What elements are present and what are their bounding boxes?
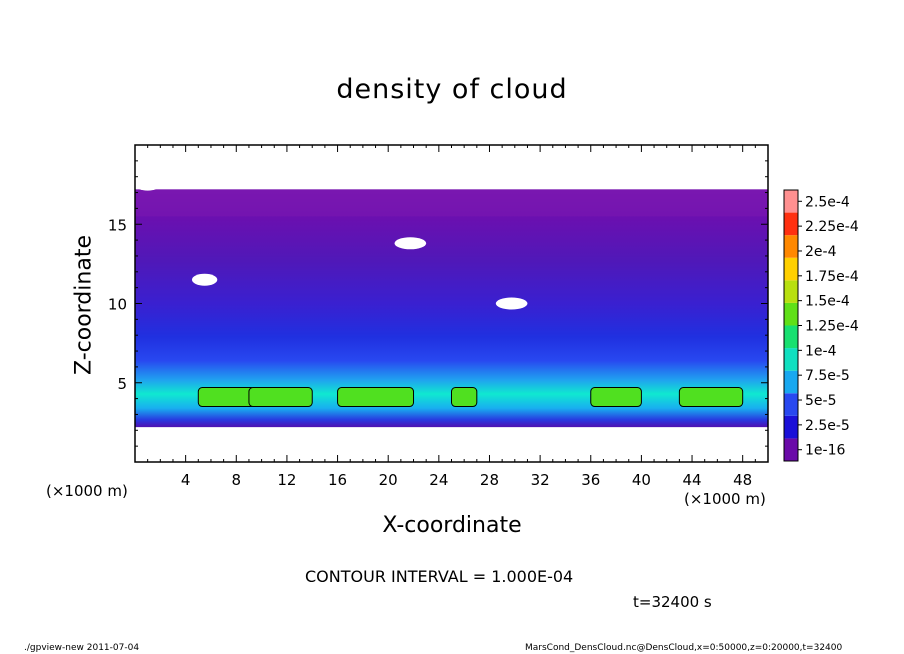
footer-right-text: MarsCond_DensCloud.nc@DensCloud,x=0:5000… bbox=[525, 643, 843, 653]
x-tick-label: 40 bbox=[632, 471, 651, 489]
colorbar-label: 2.25e-4 bbox=[805, 219, 859, 235]
high-density-patch bbox=[337, 387, 414, 407]
colorbar-segment bbox=[784, 348, 798, 371]
x-tick-label: 28 bbox=[480, 471, 499, 489]
empty-gap bbox=[135, 178, 161, 191]
x-tick-label: 12 bbox=[277, 471, 296, 489]
colorbar-segment bbox=[784, 438, 798, 461]
colorbar-label: 1e-4 bbox=[805, 343, 837, 359]
high-density-patch bbox=[198, 387, 256, 407]
contour-line bbox=[337, 387, 415, 408]
high-density-patch bbox=[248, 387, 313, 407]
colorbar-label: 1.25e-4 bbox=[805, 319, 859, 335]
chart-title: density of cloud bbox=[336, 74, 568, 105]
colorbar-segment bbox=[784, 190, 798, 213]
colorbar-label: 1.5e-4 bbox=[805, 294, 850, 310]
colorbar-segment bbox=[784, 257, 798, 281]
density-field bbox=[135, 173, 768, 428]
x-unit-right: (×1000 m) bbox=[684, 490, 766, 508]
empty-gap bbox=[191, 273, 218, 286]
contour-line bbox=[678, 387, 744, 408]
contour-line bbox=[590, 387, 642, 408]
colorbar-label: 7.5e-5 bbox=[805, 368, 850, 384]
colorbar-segment bbox=[784, 370, 798, 394]
upper-cloud-layer bbox=[135, 189, 768, 217]
high-density-patch bbox=[679, 387, 743, 407]
colorbar-segment bbox=[784, 235, 798, 258]
colorbar: 1e-16 2.5e-5 5e-5 7.5e-5 1e-4 1.25e-4 1.5e-4 1.… bbox=[783, 189, 859, 462]
x-tick-label: 4 bbox=[181, 471, 191, 489]
empty-gap bbox=[495, 297, 528, 310]
footer-left-text: ./gpview-new 2011-07-04 bbox=[24, 643, 140, 653]
contour-interval-text: CONTOUR INTERVAL = 1.000E-04 bbox=[305, 567, 574, 586]
high-density-patch bbox=[451, 387, 477, 407]
colorbar-label: 2e-4 bbox=[805, 244, 837, 260]
colorbar-label: 1.75e-4 bbox=[805, 269, 859, 285]
colorbar-segment bbox=[784, 415, 798, 439]
empty-gap bbox=[394, 237, 427, 250]
colorbar-label: 5e-5 bbox=[805, 393, 836, 409]
y-tick-label: 10 bbox=[108, 296, 127, 314]
x-tick-label: 20 bbox=[379, 471, 398, 489]
colorbar-segment bbox=[784, 212, 798, 236]
x-tick-label: 16 bbox=[328, 471, 347, 489]
x-tick-label: 8 bbox=[232, 471, 242, 489]
colorbar-segment bbox=[784, 280, 798, 303]
empty-gap bbox=[217, 173, 243, 186]
colorbar-label: 2.5e-5 bbox=[805, 418, 850, 434]
colorbar-label: 1e-16 bbox=[805, 443, 845, 459]
x-axis-label: X-coordinate bbox=[382, 513, 522, 538]
x-tick-label: 36 bbox=[581, 471, 600, 489]
x-tick-label: 48 bbox=[733, 471, 752, 489]
colorbar-segment bbox=[784, 302, 798, 326]
x-tick-label: 44 bbox=[682, 471, 701, 489]
x-unit-left: (×1000 m) bbox=[46, 482, 128, 500]
y-tick-label: 15 bbox=[108, 216, 127, 234]
colorbar-segment bbox=[784, 393, 798, 416]
x-tick-label: 32 bbox=[531, 471, 550, 489]
time-label: t=32400 s bbox=[633, 593, 712, 611]
x-tick-label: 24 bbox=[429, 471, 448, 489]
contour-line bbox=[248, 387, 313, 408]
colorbar-label: 2.5e-4 bbox=[805, 194, 850, 210]
colorbar-segment bbox=[784, 325, 798, 349]
high-density-patch bbox=[590, 387, 642, 407]
y-tick-label: 5 bbox=[117, 375, 127, 393]
contour-line bbox=[451, 387, 478, 408]
